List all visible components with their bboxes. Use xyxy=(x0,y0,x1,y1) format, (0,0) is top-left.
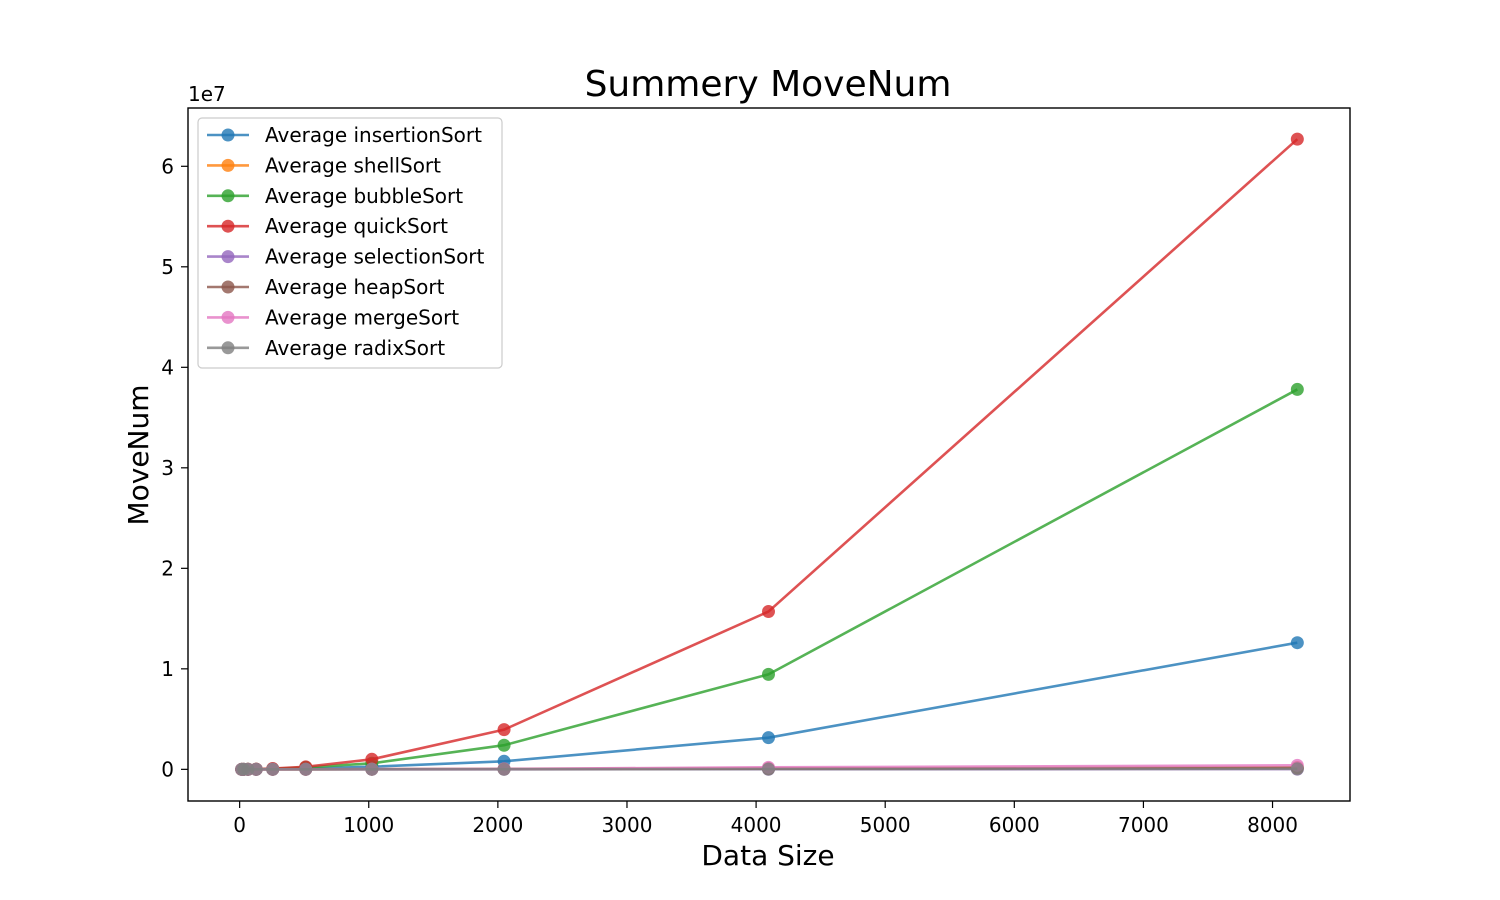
data-point xyxy=(761,605,775,619)
legend-label: Average bubbleSort xyxy=(265,184,463,208)
data-point xyxy=(761,762,775,776)
legend-marker xyxy=(221,158,235,172)
series-layer xyxy=(235,132,1304,776)
data-point xyxy=(249,762,263,776)
legend-marker xyxy=(221,280,235,294)
y-axis-offset-label: 1e7 xyxy=(188,82,226,106)
chart-title: Summery MoveNum xyxy=(585,64,952,105)
legend-box xyxy=(197,117,503,369)
x-tick-label: 1000 xyxy=(343,813,394,837)
data-point xyxy=(299,762,313,776)
legend-item: Average heapSort xyxy=(207,275,445,299)
legend-label: Average mergeSort xyxy=(265,305,459,329)
data-point xyxy=(1290,762,1304,776)
legend-marker xyxy=(221,310,235,324)
legend-item: Average insertionSort xyxy=(207,123,482,147)
legend-label: Average selectionSort xyxy=(265,245,485,269)
legend-label: Average insertionSort xyxy=(265,123,482,147)
x-axis-title: Data Size xyxy=(701,839,834,872)
y-axis-title: MoveNum xyxy=(122,384,155,525)
x-tick-label: 5000 xyxy=(860,813,911,837)
series-7 xyxy=(235,762,1304,776)
legend-label: Average heapSort xyxy=(265,275,445,299)
x-tick-label: 0 xyxy=(233,813,246,837)
data-point xyxy=(1290,636,1304,650)
y-tick-label: 1 xyxy=(161,657,174,681)
legend-label: Average radixSort xyxy=(265,336,445,360)
data-point xyxy=(1290,382,1304,396)
legend-marker xyxy=(221,250,235,264)
y-axis: 0 1 2 3 4 5 6 xyxy=(161,154,188,781)
legend-item: Average shellSort xyxy=(207,153,441,177)
legend-marker xyxy=(221,189,235,203)
data-point xyxy=(761,731,775,745)
x-tick-label: 6000 xyxy=(989,813,1040,837)
plot-frame xyxy=(187,107,1351,802)
y-tick-label: 0 xyxy=(161,757,174,781)
legend-marker xyxy=(221,128,235,142)
legend-item: Average selectionSort xyxy=(207,245,485,269)
data-point xyxy=(761,667,775,681)
x-tick-label: 7000 xyxy=(1118,813,1169,837)
legend-label: Average quickSort xyxy=(265,214,448,238)
legend-item: Average quickSort xyxy=(207,214,448,238)
legend-item: Average radixSort xyxy=(207,336,445,360)
data-point xyxy=(497,738,511,752)
y-tick-label: 2 xyxy=(161,556,174,580)
data-point xyxy=(266,762,280,776)
legend-item: Average bubbleSort xyxy=(207,184,463,208)
legend-item: Average mergeSort xyxy=(207,305,459,329)
legend: Average insertionSort Average shellSort Av… xyxy=(197,117,503,369)
y-tick-label: 6 xyxy=(161,154,174,178)
x-tick-label: 4000 xyxy=(731,813,782,837)
plot-area xyxy=(187,107,1351,802)
x-tick-label: 3000 xyxy=(602,813,653,837)
data-point xyxy=(1290,132,1304,146)
data-point xyxy=(497,723,511,737)
data-point xyxy=(365,752,379,766)
y-tick-label: 3 xyxy=(161,456,174,480)
legend-label: Average shellSort xyxy=(265,153,441,177)
legend-marker xyxy=(221,219,235,233)
y-tick-label: 5 xyxy=(161,255,174,279)
data-point xyxy=(365,762,379,776)
x-axis: 0 1000 2000 3000 4000 5000 6000 7000 8000 xyxy=(233,801,1298,837)
data-point xyxy=(497,762,511,776)
x-tick-label: 2000 xyxy=(472,813,523,837)
legend-marker xyxy=(221,341,235,355)
x-tick-label: 8000 xyxy=(1247,813,1298,837)
y-tick-label: 4 xyxy=(161,355,174,379)
